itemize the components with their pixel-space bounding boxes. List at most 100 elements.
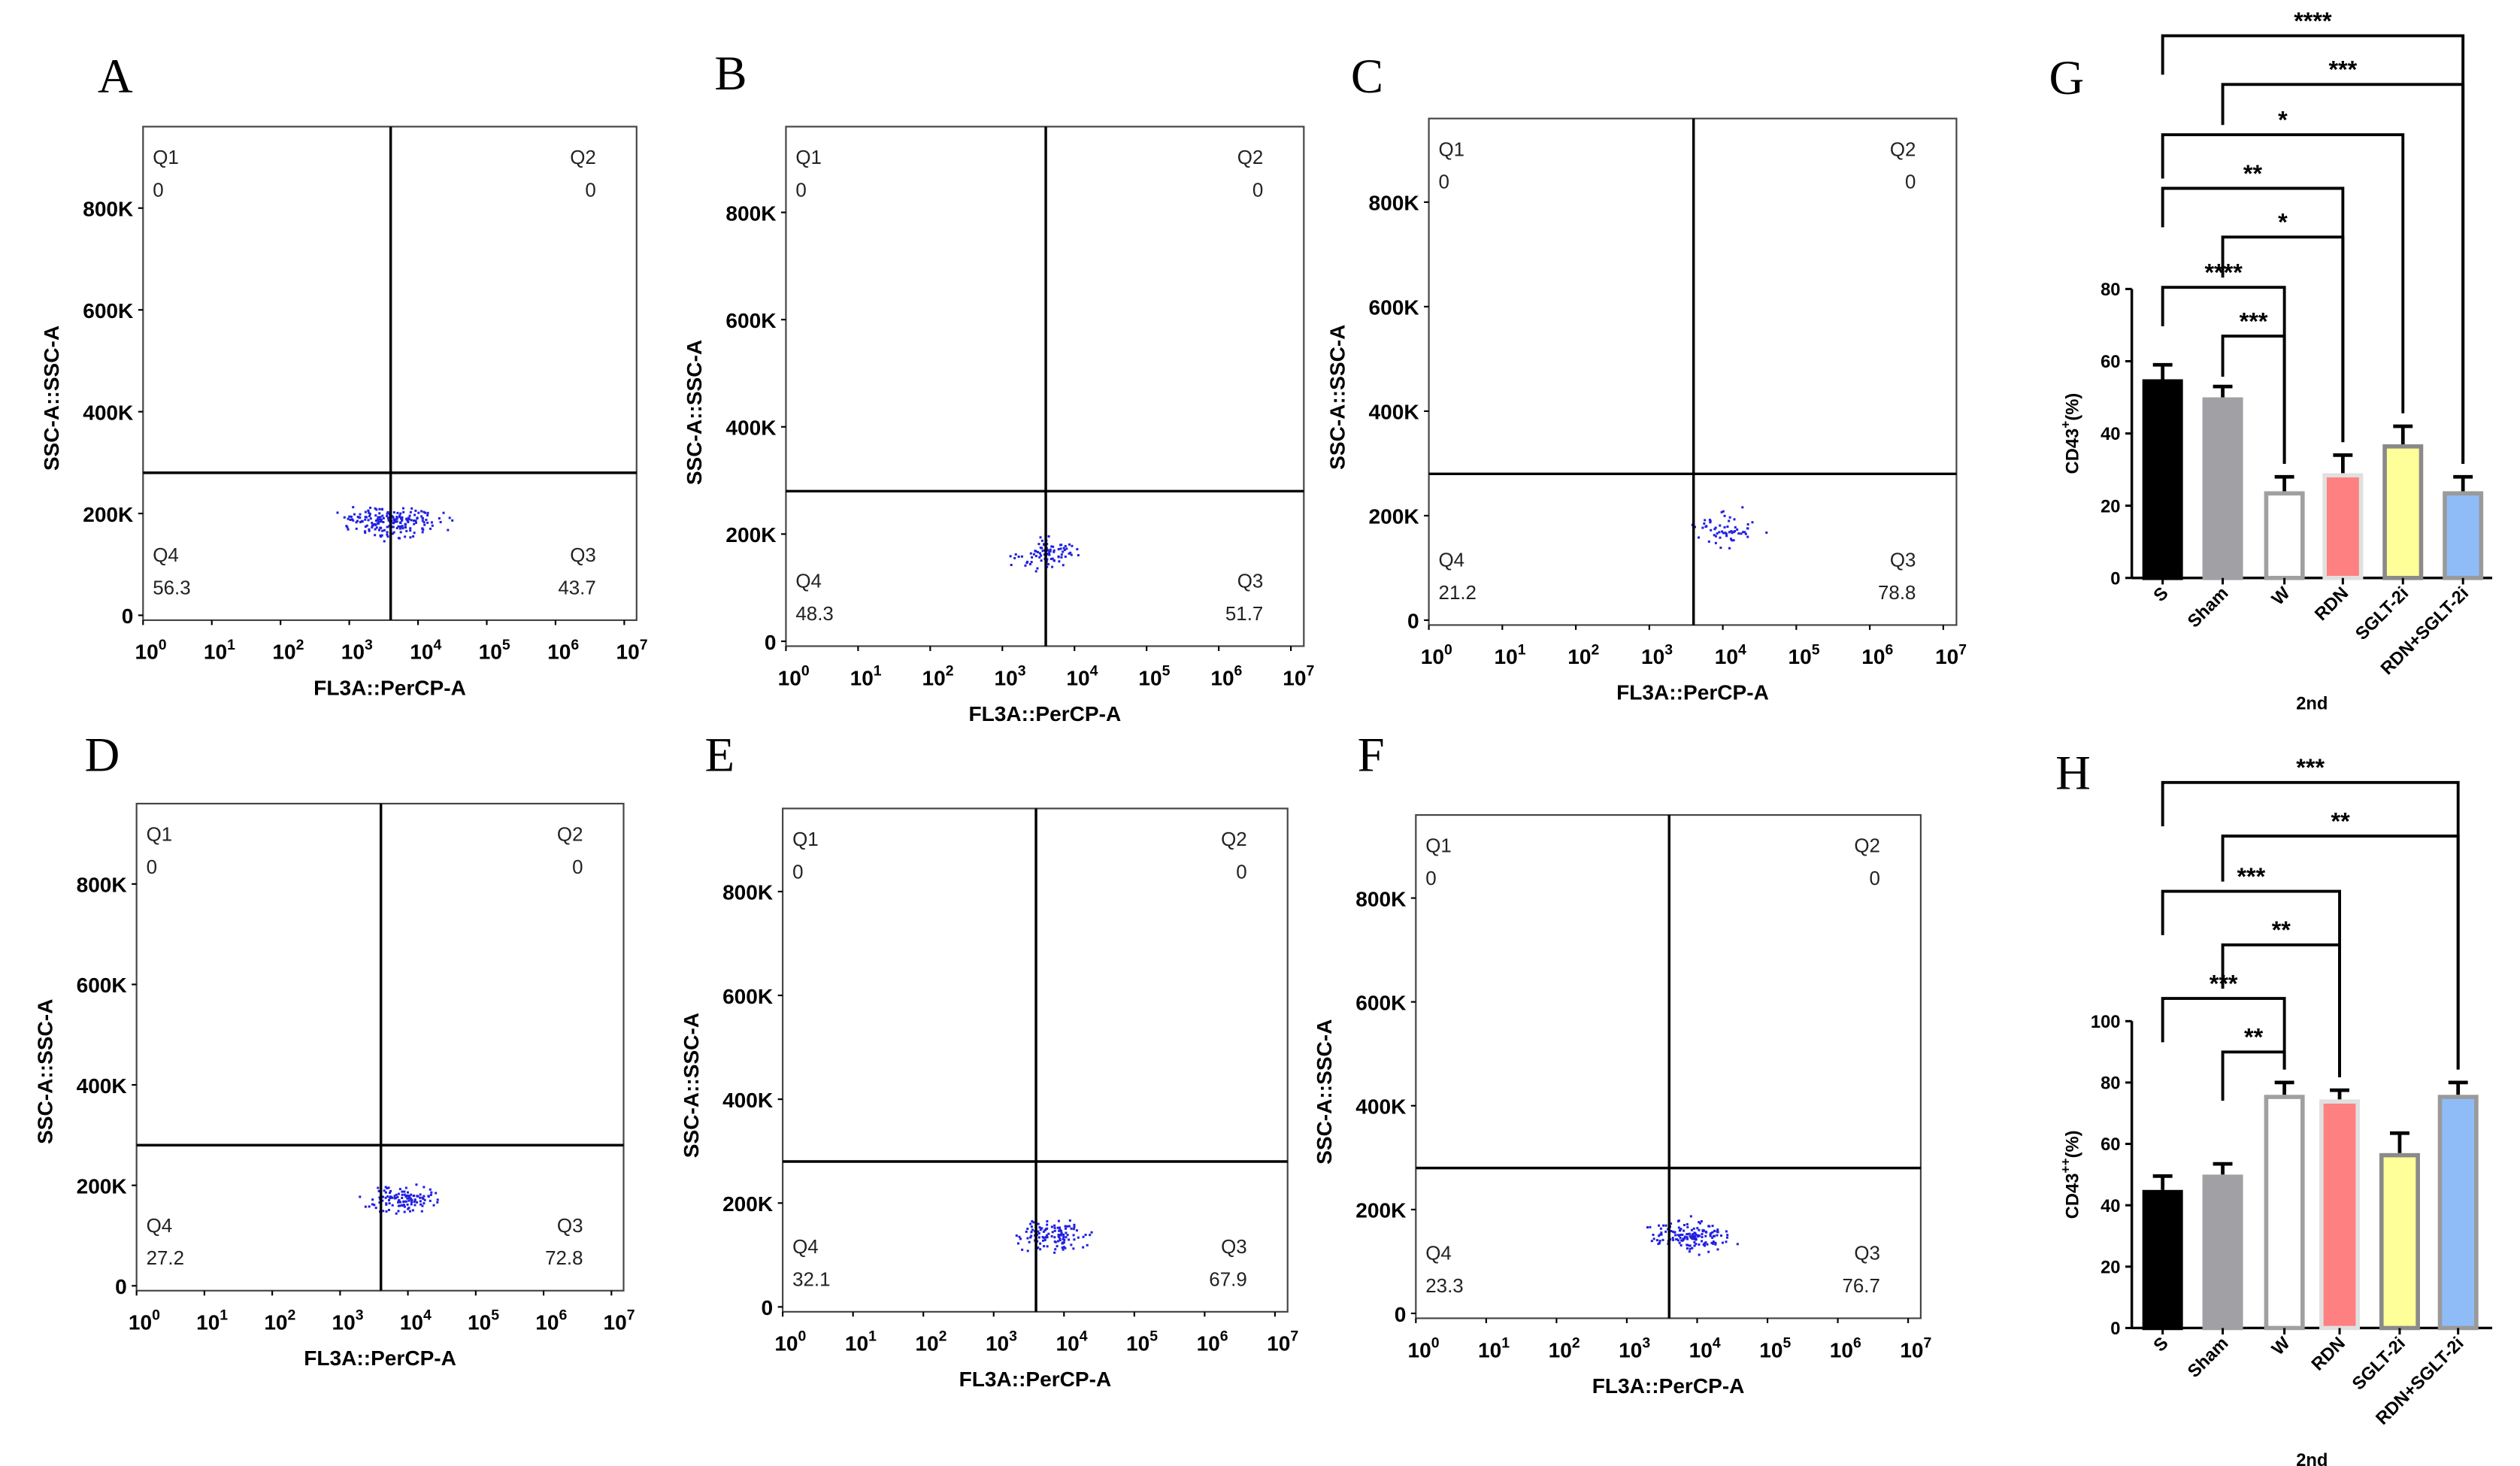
y-label-base: CD43 [2062,1174,2082,1219]
event-dot [391,1204,394,1207]
event-dot [343,516,346,519]
event-dot [1658,1241,1661,1245]
event-dot [1051,557,1054,560]
event-dot [401,1190,404,1193]
x-tick-base: 10 [1066,666,1089,689]
event-dot [1057,548,1060,551]
x-tick-label: RDN [2311,583,2352,625]
event-dot [1704,1241,1707,1244]
event-dot [386,1187,389,1190]
event-dot [1063,549,1066,552]
event-dot [1675,1237,1678,1240]
event-dot [386,533,389,536]
x-tick-exponent: 4 [1738,641,1746,658]
event-dot [1028,562,1031,565]
event-dot [1039,536,1042,539]
event-dot [1037,543,1040,546]
event-dot [1053,550,1056,553]
event-dot [1026,1227,1029,1231]
event-dot [1661,1238,1664,1241]
event-dot [1694,526,1697,529]
event-dot [403,1205,406,1208]
bar-w [2264,491,2305,580]
y-tick-label: 800K [725,201,776,225]
event-dot [1670,1230,1673,1233]
event-dot [397,1192,400,1195]
event-dot [419,1200,422,1203]
x-tick-exponent: 7 [627,1307,635,1324]
event-dot [369,517,372,520]
y-tick-label: 600K [1355,991,1406,1014]
quadrant-name: Q1 [147,825,173,846]
x-tick-base: 10 [1283,666,1306,689]
event-dot [1697,536,1700,539]
event-dot [371,1203,374,1206]
event-dot [1043,1245,1046,1248]
event-dot [368,513,371,516]
x-axis-label: FL3A::PerCP-A [1616,681,1769,704]
event-dot [404,1186,407,1189]
x-tick-exponent: 3 [356,1307,364,1324]
event-dot [379,516,382,519]
event-dot [1691,1237,1694,1240]
event-dot [1729,538,1732,541]
event-dot [1070,1227,1073,1230]
event-dot [1683,1235,1686,1238]
event-dot [1038,1226,1041,1229]
event-dot [1041,1239,1045,1242]
event-dot [399,531,402,534]
event-dot [402,510,405,513]
event-dot [392,522,395,525]
event-dot [1070,1243,1073,1246]
event-dot [384,1191,387,1194]
x-tick-exponent: 1 [227,637,235,653]
event-dot [1679,1233,1683,1237]
event-dot [403,1210,406,1213]
event-dot [1696,1227,1699,1230]
x-tick-exponent: 5 [491,1307,499,1324]
x-tick-base: 10 [1478,1338,1501,1362]
event-dot [422,1198,425,1201]
x-tick-label: 107 [616,637,648,664]
significance-bracket [2221,83,2465,464]
x-tick-label: 107 [603,1307,635,1334]
event-dot [1709,521,1712,524]
event-dot [409,536,412,539]
quadrant-q4-value: 27.2 [147,1248,184,1269]
quadrant-name: Q3 [1221,1237,1247,1258]
event-dot [1658,1234,1661,1237]
quadrant-name: Q4 [1425,1243,1452,1265]
event-dot [1714,535,1717,538]
event-dot [392,511,395,514]
event-dot [1698,1221,1701,1224]
event-dot [1047,553,1050,556]
event-dot [398,527,401,530]
event-dot [1719,1234,1723,1237]
x-axis-label: FL3A::PerCP-A [969,702,1122,725]
x-tick-label: 105 [1789,641,1820,668]
y-tick-label: 40 [2101,1196,2120,1216]
event-dot [395,520,398,523]
x-tick-base: 10 [1900,1338,1923,1362]
event-dot [1731,532,1734,535]
x-tick-exponent: 0 [159,637,167,653]
x-tick-label: 107 [1267,1328,1298,1355]
event-dot [1013,556,1016,559]
event-dot [1650,1240,1653,1243]
event-dot [1710,1232,1713,1235]
event-dot [364,532,367,535]
panel-label: F [1358,728,1385,783]
event-dot [1673,1231,1676,1234]
event-dot [386,514,389,518]
event-dot [404,522,407,526]
x-axis-label: 2nd [2296,1450,2328,1466]
event-dot [1710,1241,1713,1244]
event-dot [407,1199,410,1202]
event-dot [1064,544,1067,547]
quadrant-q1-value: 0 [1439,171,1449,192]
bar-s [2142,379,2183,580]
x-tick-exponent: 0 [801,662,810,679]
event-dot [1733,518,1736,521]
event-dot [1706,1243,1709,1246]
event-dot [385,1203,388,1206]
